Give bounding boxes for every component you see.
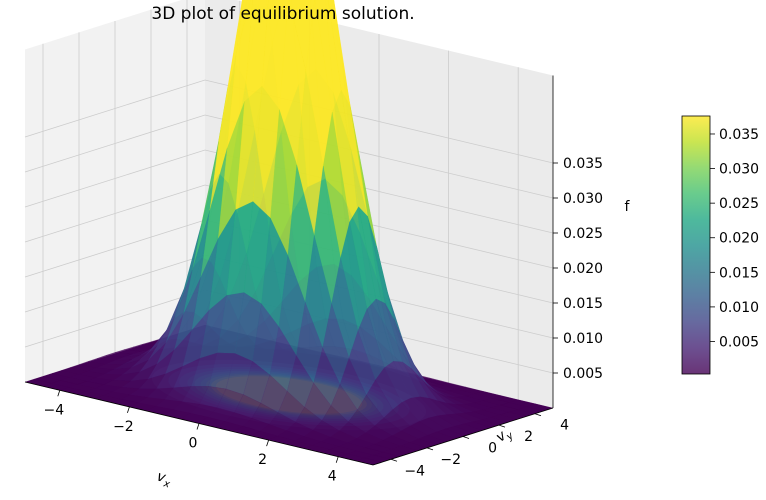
y-tick-label: −2	[440, 452, 461, 468]
x-tick-label: 2	[258, 452, 267, 468]
colorbar-tick-label: 0.010	[719, 300, 759, 316]
colorbar: 0.005 0.010 0.015 0.020 0.025 0.030 0.035	[681, 115, 759, 375]
colorbar-tick-label: 0.035	[719, 127, 759, 143]
surface-patch	[435, 428, 464, 439]
grid-line	[24, 184, 554, 269]
surface-mesh	[24, 0, 554, 466]
grid-line	[24, 114, 554, 199]
chart-title: 3D plot of equilibrium solution.	[151, 4, 414, 24]
x-tick-mark	[335, 456, 339, 463]
colorbar-tick-label: 0.025	[719, 196, 759, 212]
y-tick-label: 2	[524, 429, 533, 445]
y-tick-mark	[534, 413, 542, 417]
x-tick-mark	[196, 423, 200, 430]
z-tick-label: 0.015	[563, 296, 603, 312]
surface-patch	[218, 0, 244, 142]
y-tick-label: −4	[404, 463, 425, 479]
surface-patch	[235, 0, 251, 55]
tick-labels: −4 −2 0 2 4 −4 −2 0 2 4 0.005 0.010 0.015 0.020 0.025 0…	[43, 156, 603, 485]
z-tick-label: 0.030	[563, 191, 603, 207]
x-tick-label: −4	[43, 402, 64, 418]
z-tick-label: 0.035	[563, 156, 603, 172]
colorbar-tick-label: 0.005	[719, 334, 759, 350]
surface-patch	[417, 435, 446, 445]
y-tick-mark	[498, 424, 506, 428]
colorbar-gradient	[681, 115, 711, 375]
y-tick-label: 0	[488, 441, 497, 457]
x-axis-title: vx	[154, 469, 173, 491]
x-tick-mark	[266, 439, 269, 447]
y-tick-mark	[462, 436, 470, 439]
grid-line	[24, 149, 554, 234]
x-tick-label: 0	[189, 436, 198, 452]
y-tick-mark	[390, 458, 398, 462]
colorbar-tick-label: 0.030	[719, 162, 759, 178]
x-tick-label: −2	[113, 419, 134, 435]
surface-patch	[453, 423, 482, 433]
z-axis-title: f	[625, 199, 631, 215]
z-tick-label: 0.020	[563, 261, 603, 277]
colorbar-tick-label: 0.020	[719, 231, 759, 247]
surface-patch	[261, 0, 289, 111]
x-tick-mark	[57, 390, 61, 397]
colorbar-tick-label: 0.015	[719, 265, 759, 281]
y-tick-mark	[426, 447, 434, 451]
surface-patch	[444, 425, 473, 436]
z-tick-label: 0.010	[563, 331, 603, 347]
z-tick-label: 0.005	[563, 366, 603, 382]
x-tick-mark	[127, 406, 130, 414]
y-tick-label: 4	[560, 418, 569, 434]
z-tick-label: 0.025	[563, 226, 603, 242]
surface-patch	[288, 0, 315, 72]
grid-line	[24, 79, 554, 164]
x-tick-label: 4	[328, 469, 337, 485]
